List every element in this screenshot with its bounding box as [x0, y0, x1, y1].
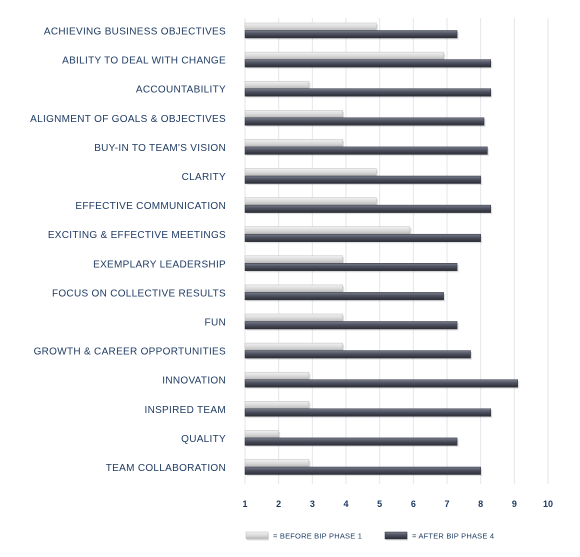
category-label: EFFECTIVE COMMUNICATION	[75, 201, 226, 212]
bar-before	[244, 255, 343, 264]
x-axis-ticks: 1 2 3 4 5 6 7 8 9 10	[242, 499, 553, 509]
bar-after	[244, 379, 518, 388]
bar-after	[244, 292, 444, 301]
category-label: GROWTH & CAREER OPPORTUNITIES	[34, 347, 226, 358]
bar-after	[244, 350, 471, 359]
x-tick-label: 9	[512, 499, 517, 509]
category-label: INNOVATION	[162, 376, 226, 387]
x-tick-label: 1	[242, 499, 247, 509]
bar-after	[244, 233, 481, 242]
bars	[244, 22, 520, 476]
bar-after	[244, 88, 492, 97]
bar-before	[244, 401, 310, 410]
bar-before	[244, 110, 343, 119]
bar-after	[244, 321, 458, 330]
x-tick-label: 4	[343, 499, 348, 509]
bar-before	[244, 51, 444, 60]
bar-after	[244, 437, 458, 446]
x-tick-label: 6	[411, 499, 416, 509]
legend-label: = AFTER BIP PHASE 4	[412, 532, 494, 541]
bar-before	[244, 197, 377, 206]
x-tick-label: 10	[543, 499, 553, 509]
legend: = BEFORE BIP PHASE 1 = AFTER BIP PHASE 4	[245, 531, 494, 541]
category-label: EXCITING & EFFECTIVE MEETINGS	[48, 230, 226, 241]
x-tick-label: 2	[276, 499, 281, 509]
bar-before	[244, 342, 343, 351]
bar-before	[244, 430, 279, 439]
category-label: ACCOUNTABILITY	[136, 85, 226, 96]
category-label: ALIGNMENT OF GOALS & OBJECTIVES	[30, 114, 226, 125]
category-label: EXEMPLARY LEADERSHIP	[93, 259, 226, 270]
bar-after	[244, 466, 481, 475]
x-tick-label: 5	[377, 499, 382, 509]
category-label: QUALITY	[181, 434, 226, 445]
x-tick-label: 3	[310, 499, 315, 509]
category-label: FUN	[205, 318, 226, 329]
category-label: BUY-IN TO TEAM'S VISION	[94, 143, 226, 154]
bar-after	[244, 175, 481, 184]
bar-before	[244, 22, 377, 31]
bar-after	[244, 30, 458, 39]
category-label: ABILITY TO DEAL WITH CHANGE	[62, 56, 226, 67]
bar-before	[244, 284, 343, 293]
bar-before	[244, 80, 310, 89]
bar-before	[244, 226, 411, 235]
bar-after	[244, 408, 492, 417]
legend-swatch-before	[245, 531, 269, 540]
category-label: ACHIEVING BUSINESS OBJECTIVES	[44, 27, 226, 38]
bar-after	[244, 146, 488, 155]
bar-after	[244, 59, 492, 68]
x-tick-label: 8	[478, 499, 483, 509]
bar-before	[244, 168, 377, 177]
bar-before	[244, 139, 343, 148]
category-label: FOCUS ON COLLECTIVE RESULTS	[52, 288, 226, 299]
x-tick-label: 7	[444, 499, 449, 509]
bar-after	[244, 204, 492, 213]
category-label: CLARITY	[182, 172, 226, 183]
bar-before	[244, 313, 343, 322]
category-label: INSPIRED TEAM	[144, 405, 226, 416]
category-labels: ACHIEVING BUSINESS OBJECTIVES ABILITY TO …	[30, 27, 226, 475]
bar-before	[244, 459, 310, 468]
bar-before	[244, 371, 310, 380]
legend-swatch-after	[384, 531, 408, 540]
bar-after	[244, 117, 485, 126]
legend-label: = BEFORE BIP PHASE 1	[273, 532, 362, 541]
category-label: TEAM COLLABORATION	[106, 463, 226, 474]
bar-after	[244, 263, 458, 272]
